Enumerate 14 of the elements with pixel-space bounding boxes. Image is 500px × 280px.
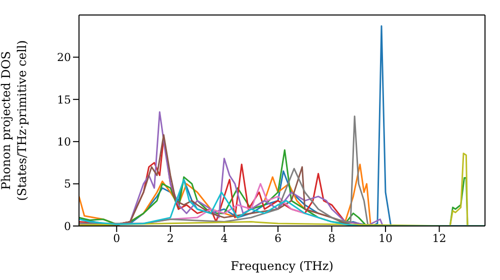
x-tick-label: 6 — [274, 232, 282, 245]
x-axis-title: Frequency (THz) — [230, 259, 334, 273]
x-tick-label: 2 — [166, 232, 174, 245]
x-tick-label: 8 — [328, 232, 336, 245]
x-tick-label: 0 — [113, 232, 120, 245]
y-tick-label: 20 — [57, 51, 71, 64]
y-axis-title: Phonon projected DOS (States/THz·primitive cell) — [0, 40, 29, 201]
y-tick-label: 0 — [64, 220, 71, 233]
x-tick-label: 10 — [378, 232, 393, 245]
x-tick-label: 12 — [432, 232, 446, 245]
y-tick-label: 5 — [64, 178, 71, 191]
y-tick-label: 15 — [57, 93, 71, 106]
y-tick-label: 10 — [57, 136, 71, 149]
x-tick-label: 4 — [220, 232, 228, 245]
